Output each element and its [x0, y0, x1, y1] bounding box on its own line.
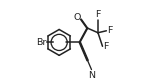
- Text: F: F: [107, 26, 112, 35]
- Text: Br: Br: [36, 38, 46, 47]
- Text: F: F: [103, 42, 108, 51]
- Text: N: N: [88, 71, 95, 80]
- Text: O: O: [73, 13, 80, 22]
- Text: F: F: [95, 10, 100, 19]
